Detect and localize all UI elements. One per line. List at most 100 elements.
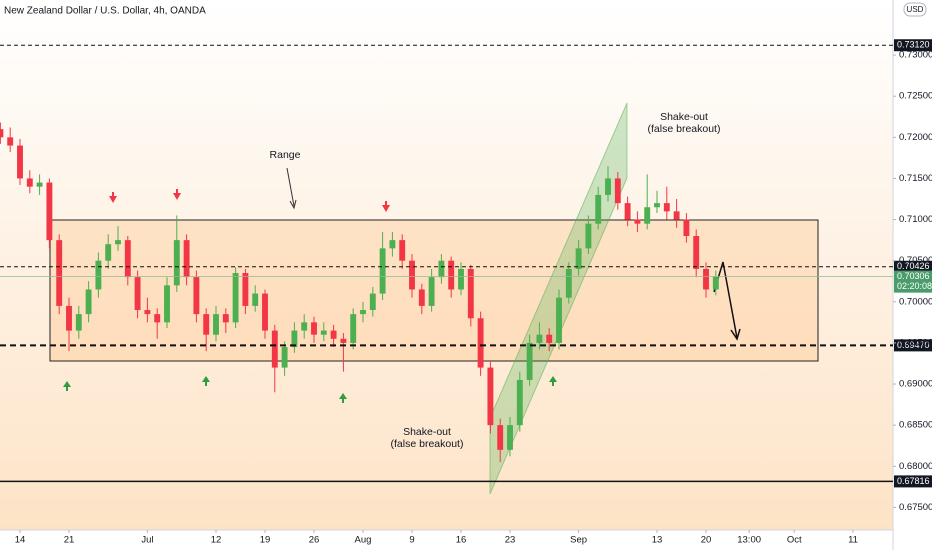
price-line-label: 0.67816 [897,476,930,486]
x-tick-label: 12 [211,535,222,546]
candle-body [17,145,23,179]
candle-body [271,330,278,368]
y-tick-label: 0.71500 [899,173,932,184]
candle-body [36,182,43,187]
down-arrow [382,205,390,212]
x-tick-label: 11 [848,535,858,546]
price-line-label: 0.70426 [897,261,930,271]
candle-body [262,293,268,331]
y-tick-label: 0.72500 [899,91,932,102]
up-arrow [63,381,71,387]
x-tick-label: 19 [260,535,271,546]
annotation: Range [270,149,301,161]
candle-body [134,277,141,311]
candle-body [644,207,651,224]
x-tick-label: Jul [141,535,153,546]
candle-body [703,268,709,290]
candle-body [654,203,660,208]
candle-body [75,314,82,331]
price-line-label: 0.73120 [897,40,930,50]
candle-body [438,260,445,278]
currency-badge[interactable] [903,2,927,17]
y-tick-label: 0.68500 [899,420,932,431]
candle-body [291,330,298,348]
annotation: (false breakout) [391,438,464,450]
candle-body [46,182,53,241]
x-tick-label: Sep [570,535,587,546]
candle-body [330,330,337,339]
x-tick-label: 20 [701,535,712,546]
buy-arrows [63,376,557,403]
candle-body [556,297,562,343]
x-tick-label: Aug [355,535,372,546]
y-tick-label: 0.69000 [899,379,932,390]
candle-body [164,285,170,323]
time-axis [0,530,893,550]
candle-body [605,178,611,195]
candle-body [683,219,690,237]
sell-arrows [109,189,390,212]
candle-body [585,223,592,249]
candle-body [409,260,415,290]
up-arrow [342,398,344,403]
candle-body [448,260,455,290]
x-tick-label: 14 [15,535,26,546]
down-arrow [385,201,387,206]
candles [0,122,719,463]
candle-body [428,277,435,306]
up-arrow [339,393,347,399]
down-arrow [176,189,178,194]
candle-body [0,129,4,138]
overlay: 0.73120 0.70426 0.69470 0.67816 0.7030602:20… [0,39,932,488]
x-tick-label: 26 [309,535,320,546]
up-arrow [66,386,68,391]
candle-body [624,203,631,220]
candle-body [693,236,700,269]
y-tick-label: 0.70000 [899,296,932,307]
y-tick-label: 0.73000 [899,50,932,61]
price-line-label-box [894,260,932,273]
candle-body [477,318,484,368]
candle-body [115,240,121,245]
down-arrow [112,192,114,197]
candle-body [95,260,102,290]
y-tick-label: 0.69500 [899,337,932,348]
candle-body [712,276,719,290]
candle-body [242,273,249,306]
x-tick-label: 21 [64,535,75,546]
annotation: Shake-out [403,426,451,438]
candle-body [183,240,190,278]
last-price-box [894,270,932,293]
price-line-label: 0.69470 [897,340,930,350]
candle-body [301,322,308,331]
candle-body [340,338,347,343]
candle-body [536,334,543,343]
down-arrow [109,196,117,203]
currency[interactable]: USD [907,5,924,14]
candle-body [320,330,327,335]
price-line-label-box [894,475,932,488]
up-arrow [552,381,554,386]
candle-body [124,240,131,278]
y-tick-label: 0.67500 [899,502,932,513]
y-tick-label: 0.72000 [899,132,932,143]
chart-title: New Zealand Dollar / U.S. Dollar, 4h, OA… [4,6,206,17]
candle-body [85,289,92,315]
candle-body [516,379,523,426]
candle-body [389,240,396,249]
y-tick-label: 0.68000 [899,461,932,472]
candle-body [507,425,513,450]
candle-body [497,425,504,450]
y-tick-label: 0.71000 [899,214,932,225]
candle-body [467,268,474,319]
candle-body [56,240,63,306]
candle-body [634,219,641,224]
annotation: Shake-out [660,111,708,123]
up-arrow [202,376,210,382]
plot-background [0,0,893,530]
range-pointer-head [289,199,297,210]
candle-body [105,244,112,261]
candle-body [487,367,494,426]
x-tick-label: 9 [409,535,414,546]
